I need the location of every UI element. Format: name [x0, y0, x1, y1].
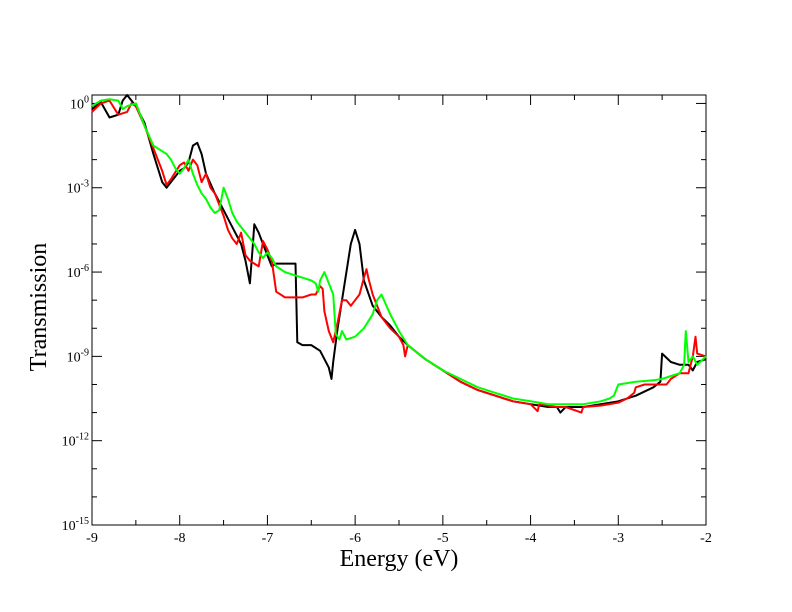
- x-tick-label: -7: [262, 531, 274, 546]
- y-axis-title: Transmission: [26, 243, 52, 371]
- y-axis-ticks: 100 10-3 10-6 10-9 10-12 10-15: [62, 94, 706, 534]
- x-tick-label: -8: [174, 531, 186, 546]
- x-tick-label: -6: [349, 531, 361, 546]
- y-tick-label: 10-15: [62, 516, 89, 534]
- x-axis-ticks: -9 -8 -7 -6 -5 -4 -3 -2: [86, 95, 712, 546]
- series-line-1: [91, 94, 707, 414]
- y-tick-label: 10-3: [67, 179, 89, 197]
- x-tick-label: -2: [700, 531, 712, 546]
- x-tick-label: -9: [86, 531, 98, 546]
- series-layer: [91, 94, 707, 414]
- x-axis-title: Energy (eV): [340, 546, 459, 572]
- y-tick-label: 10-9: [67, 347, 89, 365]
- y-tick-label: 10-6: [67, 263, 89, 281]
- series-line-3: [91, 98, 707, 406]
- plot-frame: [91, 94, 707, 526]
- y-tick-label: 10-12: [62, 432, 89, 450]
- x-tick-label: -3: [612, 531, 624, 546]
- x-tick-label: -5: [437, 531, 449, 546]
- x-tick-label: -4: [525, 531, 537, 546]
- y-tick-label: 100: [70, 94, 89, 112]
- series-line-2: [91, 99, 707, 414]
